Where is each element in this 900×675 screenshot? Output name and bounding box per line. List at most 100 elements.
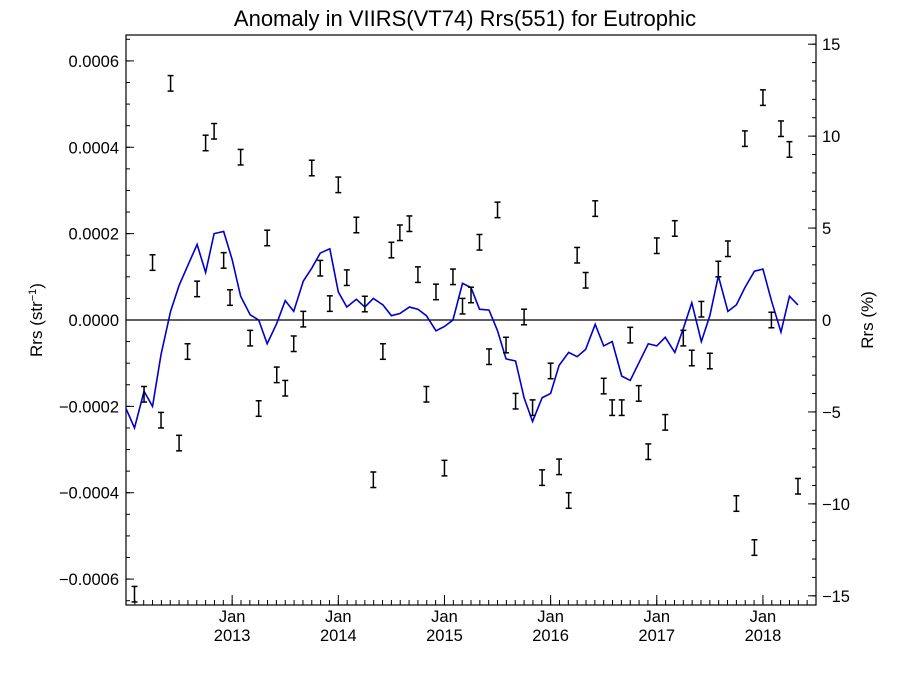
data-point — [414, 266, 421, 284]
data-point — [556, 458, 563, 476]
x-tick-month: Jan — [325, 608, 352, 626]
data-point — [149, 254, 156, 272]
y-axis-right: 15 10 5 0 −5 −10 −15 — [808, 36, 850, 606]
data-point — [184, 343, 191, 361]
series-line-group — [125, 230, 799, 431]
data-point — [768, 311, 775, 329]
data-point — [627, 326, 634, 344]
data-point — [237, 148, 244, 166]
x-tick-month: Jan — [219, 608, 246, 626]
data-point — [574, 246, 581, 264]
data-point — [227, 289, 234, 307]
data-point — [706, 352, 713, 370]
data-point — [592, 200, 599, 218]
chart-title: Anomaly in VIIRS(VT74) Rrs(551) for Eutr… — [234, 6, 696, 31]
data-point — [794, 477, 801, 495]
data-point — [512, 392, 519, 410]
data-point — [539, 469, 546, 487]
data-point — [688, 349, 695, 367]
data-point — [388, 241, 395, 259]
data-point — [751, 539, 758, 557]
data-point — [273, 366, 280, 384]
data-point — [308, 159, 315, 177]
y2-tick-label: −10 — [822, 496, 850, 514]
y2-tick-label: −5 — [822, 404, 841, 422]
x-tick-month: Jan — [537, 608, 564, 626]
data-point — [441, 459, 448, 477]
y-tick-label: −0.0002 — [59, 398, 119, 416]
data-point — [582, 271, 589, 289]
data-point — [786, 140, 793, 158]
data-point — [370, 471, 377, 489]
y-tick-label: 0.0000 — [69, 312, 119, 330]
data-point — [423, 385, 430, 403]
data-point — [494, 201, 501, 219]
data-point — [671, 219, 678, 237]
y2-axis-label: Rrs (%) — [858, 291, 877, 349]
y-axis-label: Rrs (str−1) — [27, 283, 46, 357]
data-point — [609, 399, 616, 417]
data-point — [777, 120, 784, 138]
y-axis-label-close: ) — [27, 283, 46, 289]
x-tick-month: Jan — [750, 608, 777, 626]
data-point — [715, 260, 722, 278]
data-point — [724, 240, 731, 258]
data-point — [396, 224, 403, 242]
y2-tick-label: 5 — [822, 220, 831, 238]
data-point — [449, 268, 456, 286]
data-point — [264, 229, 271, 247]
data-point — [326, 295, 333, 313]
series-errorbar-group — [131, 74, 801, 603]
data-point — [361, 295, 368, 313]
data-point — [335, 176, 342, 194]
data-point — [211, 122, 218, 140]
data-point — [468, 286, 474, 304]
y2-tick-label: 10 — [822, 128, 840, 146]
x-tick-year: 2014 — [320, 627, 357, 645]
y-tick-label: 0.0006 — [69, 53, 119, 71]
data-point — [529, 399, 536, 417]
y-axis-label-superscript: −1 — [27, 289, 39, 302]
x-axis: Jan2013Jan2014Jan2015Jan2016Jan2017Jan20… — [125, 595, 817, 645]
data-point — [565, 491, 572, 510]
data-point — [406, 215, 413, 233]
data-point — [131, 585, 138, 603]
y-tick-label: −0.0004 — [59, 485, 119, 503]
data-point — [618, 399, 625, 417]
y2-tick-label: 0 — [822, 312, 831, 330]
data-point — [432, 283, 439, 301]
data-point — [653, 237, 660, 255]
data-point — [521, 308, 528, 326]
data-point — [343, 269, 350, 287]
data-point — [220, 251, 227, 269]
y2-tick-label: −15 — [822, 588, 850, 606]
x-tick-month: Jan — [643, 608, 670, 626]
data-point — [379, 343, 386, 361]
y-tick-label: −0.0006 — [59, 571, 119, 589]
data-point — [680, 329, 687, 347]
data-point — [476, 233, 483, 251]
data-point — [635, 384, 642, 402]
series-line — [125, 230, 799, 431]
data-point — [255, 400, 262, 418]
data-point — [290, 335, 297, 353]
data-point — [759, 89, 766, 107]
data-point — [698, 300, 705, 318]
data-point — [486, 348, 493, 366]
data-point — [503, 336, 510, 354]
data-point — [282, 379, 289, 397]
data-point — [733, 495, 740, 513]
x-tick-month: Jan — [431, 608, 458, 626]
data-point — [202, 134, 209, 152]
data-point — [158, 411, 165, 429]
data-point — [167, 74, 174, 92]
data-point — [741, 130, 748, 148]
data-point — [317, 259, 324, 277]
data-point — [645, 443, 652, 461]
data-point — [247, 329, 254, 347]
data-point — [459, 297, 466, 315]
y-tick-label: 0.0004 — [69, 139, 119, 157]
data-point — [300, 310, 307, 328]
data-point — [194, 280, 201, 298]
data-point — [176, 434, 183, 452]
